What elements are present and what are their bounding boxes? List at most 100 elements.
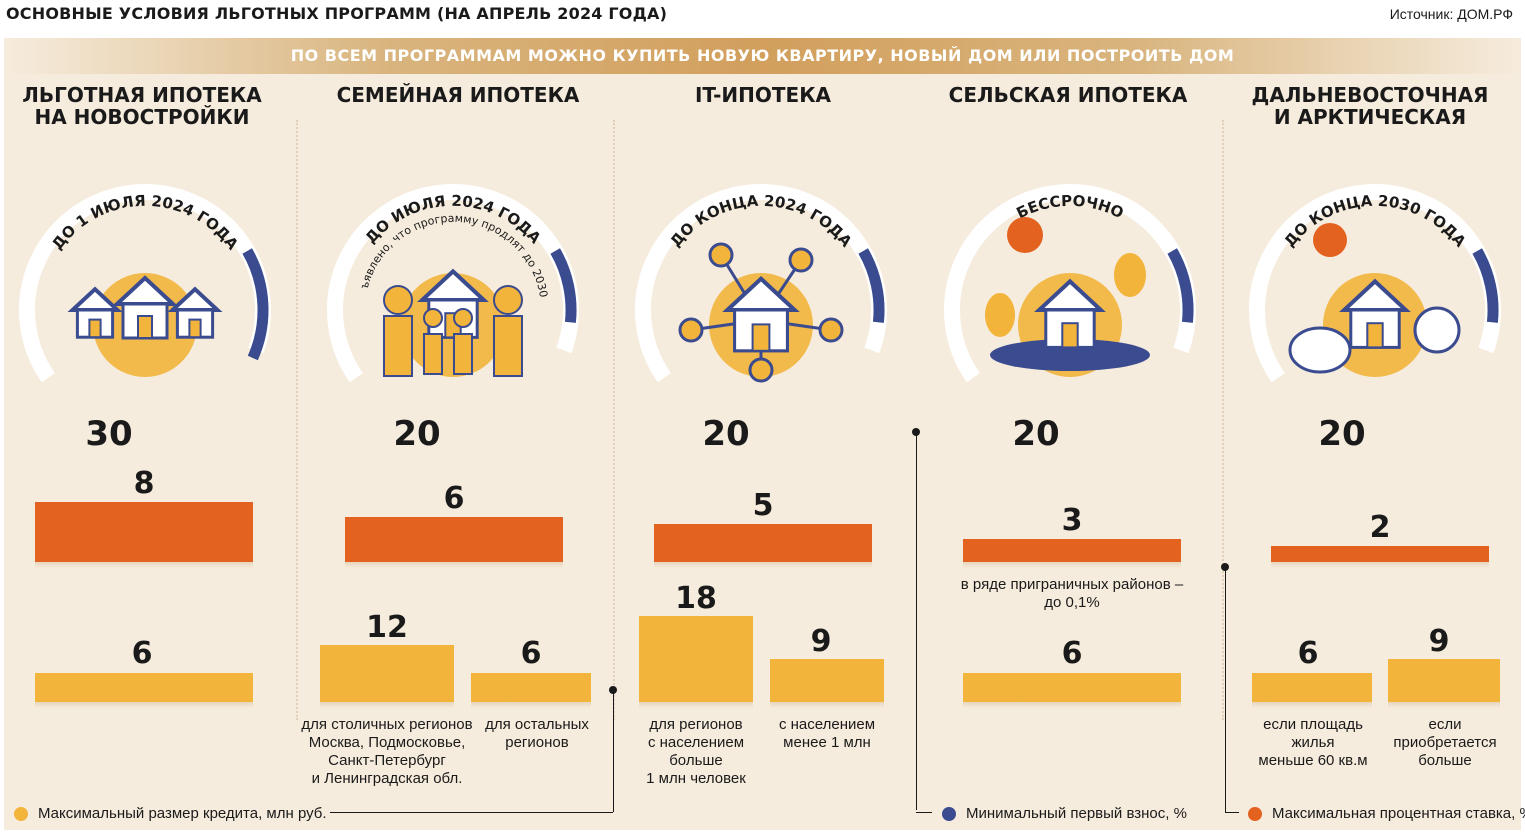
legend-rate: Максимальная процентная ставка, % — [1248, 805, 1525, 822]
loan-value: 6 — [520, 636, 542, 671]
ring-svg: ДО ИЮЛЯ 2024 ГОДАно объявлено, что прогр… — [318, 170, 579, 408]
down-payment-arc — [550, 248, 577, 323]
ring-svg: ДО КОНЦА 2030 ГОДА — [1249, 184, 1501, 408]
down-payment-arc — [858, 248, 885, 323]
loan-note: если приобретается больше — [1393, 716, 1497, 769]
rate-value: 6 — [443, 481, 465, 516]
rate-bar — [963, 539, 1181, 562]
loan-bar — [35, 673, 253, 702]
loan-note: для остальных регионов — [485, 716, 589, 751]
loan-value: 6 — [1061, 636, 1083, 671]
column-separator — [1222, 120, 1224, 720]
column-separator-line — [916, 430, 917, 810]
program-title-it: IT-ИПОТЕКА — [694, 83, 832, 107]
bar-shadow — [320, 702, 454, 708]
loan-bar — [1252, 673, 1372, 702]
legend-down-payment: Минимальный первый взнос, % — [942, 805, 1187, 822]
loan-bar — [471, 673, 591, 702]
bar-shadow — [471, 702, 591, 708]
ring-rural: БЕССРОЧНО — [935, 170, 1205, 440]
infographic-panel: ПО ВСЕМ ПРОГРАММАМ МОЖНО КУПИТЬ НОВУЮ КВ… — [4, 38, 1521, 830]
bar-shadow — [963, 702, 1181, 708]
loan-value: 9 — [810, 624, 832, 659]
column-separator — [613, 120, 615, 720]
connector-line — [1225, 567, 1226, 812]
program-title-family: СЕМЕЙНАЯ ИПОТЕКА — [336, 83, 580, 107]
loan-bar — [963, 673, 1181, 702]
bar-shadow — [770, 702, 884, 708]
rate-value: 2 — [1369, 510, 1391, 545]
bar-shadow — [35, 702, 253, 708]
bar-shadow — [654, 562, 872, 568]
banner-text: ПО ВСЕМ ПРОГРАММАМ МОЖНО КУПИТЬ НОВУЮ КВ… — [290, 46, 1235, 65]
bar-shadow — [1252, 702, 1372, 708]
column-separator — [296, 120, 298, 720]
bar-shadow — [963, 562, 1181, 568]
rate-bar — [654, 524, 872, 562]
legend-label: Максимальная процентная ставка, % — [1272, 805, 1525, 822]
network-house-icon — [678, 242, 844, 383]
family-house-icon — [383, 268, 523, 377]
loan-note: для регионов с населением больше 1 млн ч… — [646, 716, 746, 787]
loan-bar — [1388, 659, 1500, 702]
loan-bar — [639, 616, 753, 702]
down-payment-arc — [1472, 248, 1499, 323]
down-payment-arc — [242, 248, 269, 361]
legend-loan: Максимальный размер кредита, млн руб. — [14, 805, 327, 822]
rate-bar — [1271, 546, 1489, 562]
loan-note: с населением менее 1 млн — [778, 716, 876, 751]
ring-preferential: ДО 1 ИЮЛЯ 2024 ГОДА — [10, 170, 280, 440]
connector-line — [613, 690, 614, 812]
rate-value: 8 — [133, 466, 155, 501]
banner: ПО ВСЕМ ПРОГРАММАМ МОЖНО КУПИТЬ НОВУЮ КВ… — [4, 38, 1521, 74]
legend-label: Максимальный размер кредита, млн руб. — [38, 805, 327, 822]
down-payment-value: 30 — [85, 414, 133, 454]
rate-bar — [345, 517, 563, 562]
legend-label: Минимальный первый взнос, % — [966, 805, 1187, 822]
program-title-preferential: ЛЬГОТНАЯ ИПОТЕКА НА НОВОСТРОЙКИ — [22, 83, 262, 129]
bar-shadow — [1271, 562, 1489, 568]
three-houses-icon — [67, 275, 223, 340]
rural-house-icon — [985, 217, 1150, 371]
loan-value: 6 — [131, 636, 153, 671]
program-title-rural: СЕЛЬСКАЯ ИПОТЕКА — [948, 83, 1188, 107]
legend-dot-down-payment — [942, 806, 956, 821]
bar-shadow — [35, 562, 253, 568]
legend-dot-loan — [14, 806, 28, 821]
ring-svg: ДО 1 ИЮЛЯ 2024 ГОДА — [19, 184, 271, 408]
far-east-house-icon — [1288, 223, 1461, 374]
loan-bar — [320, 645, 454, 702]
down-payment-value: 20 — [393, 414, 441, 454]
ring-svg: БЕССРОЧНО — [944, 184, 1196, 408]
down-payment-value: 20 — [1318, 414, 1366, 454]
connector-dot — [912, 428, 920, 436]
loan-note: если площадь жилья меньше 60 кв.м — [1258, 716, 1368, 769]
loan-value: 18 — [675, 581, 717, 616]
loan-value: 9 — [1428, 624, 1450, 659]
loan-note: для столичных регионов Москва, Подмосков… — [301, 716, 473, 787]
down-payment-arc — [1167, 248, 1194, 323]
loan-bar — [770, 659, 884, 702]
rate-note: в ряде приграничных районов – до 0,1% — [960, 576, 1184, 611]
down-payment-value: 20 — [702, 414, 750, 454]
rate-value: 3 — [1061, 503, 1083, 538]
rate-bar — [35, 502, 253, 562]
connector-line — [916, 812, 932, 813]
ring-svg: ДО КОНЦА 2024 ГОДА — [635, 184, 887, 408]
bar-shadow — [345, 562, 563, 568]
loan-value: 6 — [1297, 636, 1319, 671]
ring-it: ДО КОНЦА 2024 ГОДА — [626, 170, 896, 440]
page-title: ОСНОВНЫЕ УСЛОВИЯ ЛЬГОТНЫХ ПРОГРАММ (НА А… — [6, 4, 668, 23]
legend-dot-rate — [1248, 806, 1262, 821]
ring-far-east: ДО КОНЦА 2030 ГОДА — [1240, 170, 1510, 440]
loan-value: 12 — [366, 610, 408, 645]
program-title-far-east: ДАЛЬНЕВОСТОЧНАЯ И АРКТИЧЕСКАЯ — [1251, 83, 1489, 129]
down-payment-value: 20 — [1012, 414, 1060, 454]
bar-shadow — [639, 702, 753, 708]
rate-value: 5 — [752, 488, 774, 523]
ring-family: ДО ИЮЛЯ 2024 ГОДАно объявлено, что прогр… — [318, 170, 588, 440]
source-label: Источник: ДОМ.РФ — [1389, 6, 1513, 22]
bar-shadow — [1388, 702, 1500, 708]
connector-line — [330, 812, 613, 813]
connector-line — [1225, 812, 1239, 813]
